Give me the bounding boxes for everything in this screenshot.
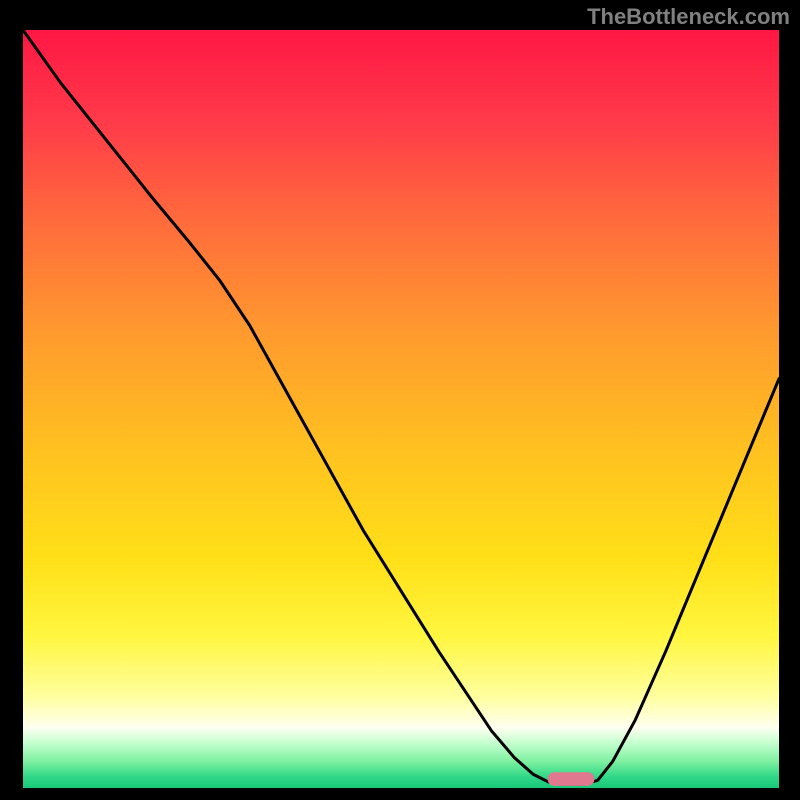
plot-area (23, 30, 779, 788)
figure-root: { "attribution": { "text": "TheBottlenec… (0, 0, 800, 800)
optimal-marker (548, 772, 595, 786)
attribution-text: TheBottleneck.com (587, 4, 790, 30)
bottleneck-curve (23, 30, 779, 788)
